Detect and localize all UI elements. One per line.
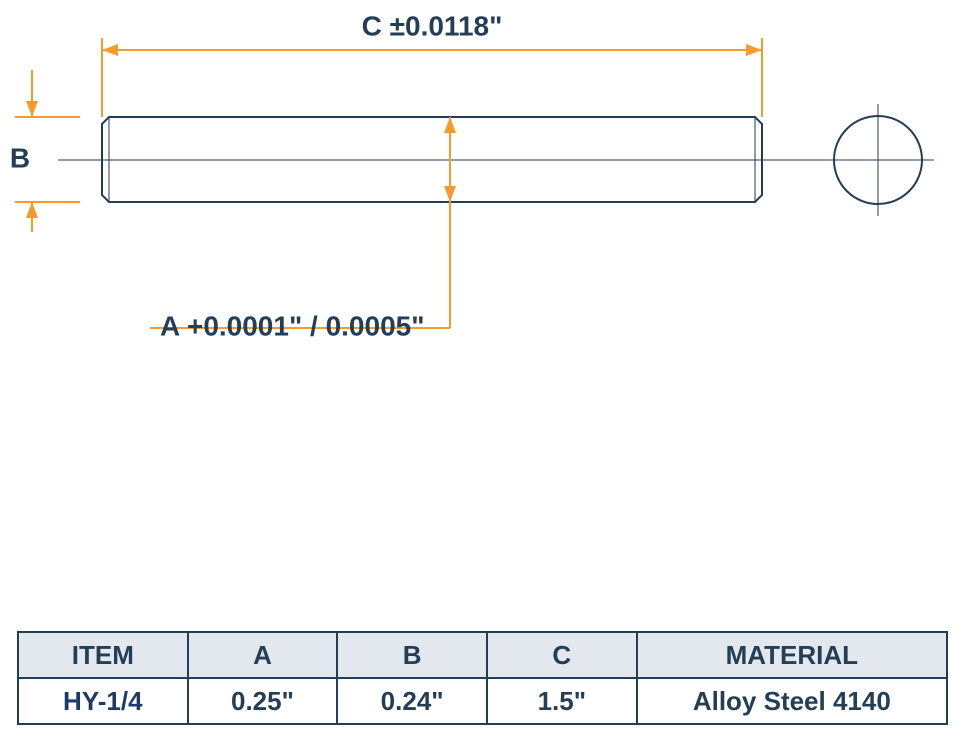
spec-header-material: MATERIAL — [637, 632, 947, 678]
spec-cell-A: 0.25" — [188, 678, 338, 724]
dimension-label-b: B — [10, 142, 30, 173]
spec-header-C: C — [487, 632, 637, 678]
spec-cell-material: Alloy Steel 4140 — [637, 678, 947, 724]
spec-table: ITEMABCMATERIAL HY-1/40.25"0.24"1.5"Allo… — [17, 631, 948, 725]
spec-header-B: B — [337, 632, 487, 678]
spec-cell-item: HY-1/4 — [18, 678, 188, 724]
spec-header-A: A — [188, 632, 338, 678]
spec-header-item: ITEM — [18, 632, 188, 678]
dimension-label-c: C ±0.0118" — [362, 10, 503, 41]
spec-cell-B: 0.24" — [337, 678, 487, 724]
table-row: HY-1/40.25"0.24"1.5"Alloy Steel 4140 — [18, 678, 947, 724]
spec-cell-C: 1.5" — [487, 678, 637, 724]
dimension-label-a: A +0.0001" / 0.0005" — [160, 310, 424, 341]
